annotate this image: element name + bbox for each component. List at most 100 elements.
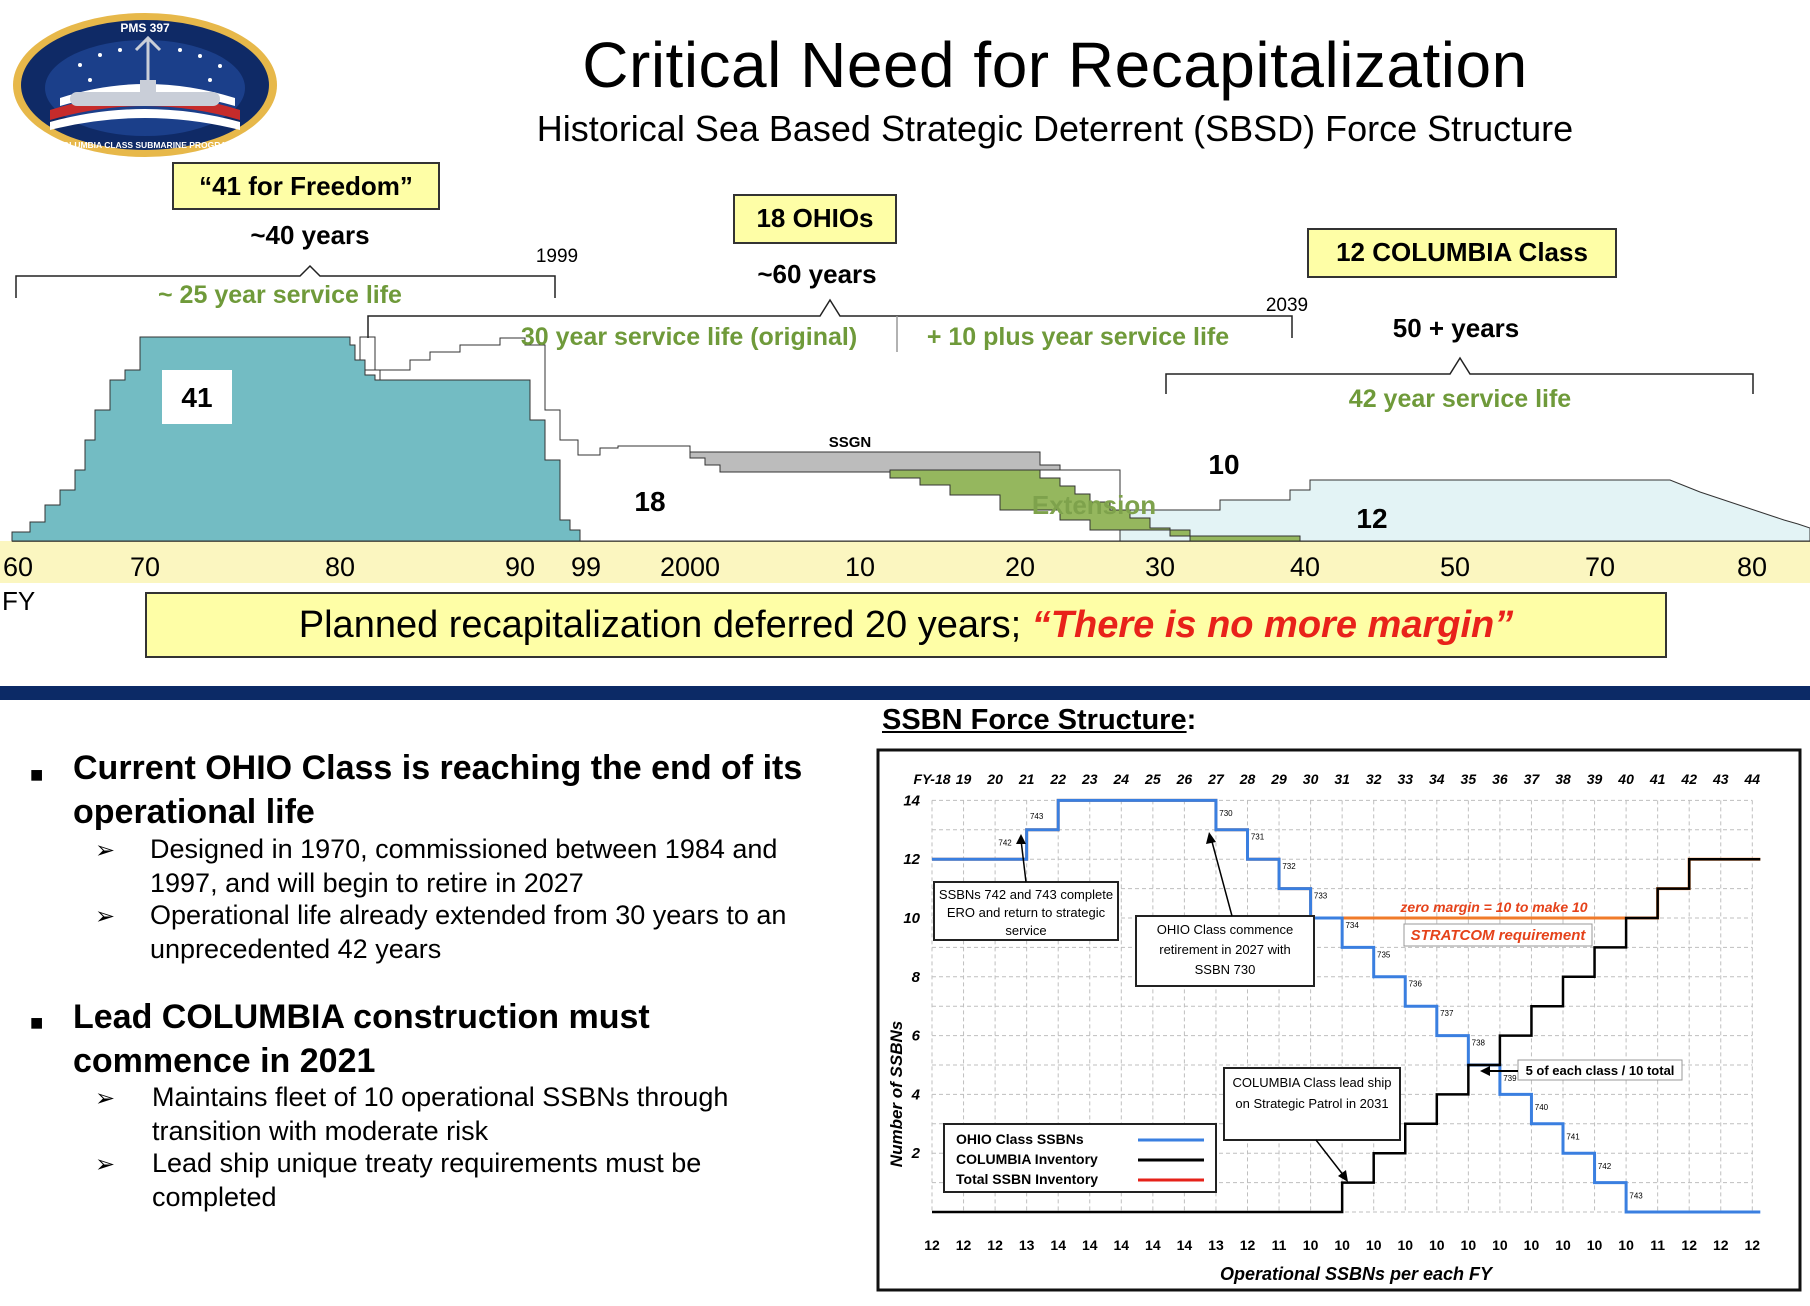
ssbn-y-tick: 4 — [911, 1086, 921, 1103]
ssbn-x-tick: 25 — [1144, 771, 1161, 787]
ssbn-x-tick: 33 — [1397, 771, 1413, 787]
recap-main-text: Planned recapitalization deferred 20 yea… — [298, 604, 1032, 646]
ssbn-x-tick: 30 — [1303, 771, 1319, 787]
stratcom-box — [1403, 923, 1593, 947]
ssbn-series-line — [932, 857, 1761, 1214]
ssbn-x-axis-label: Operational SSBNs per each FY — [1220, 1264, 1494, 1284]
hull-label: 733 — [1314, 891, 1328, 900]
lead-arrowhead — [1338, 1170, 1348, 1182]
forty-years-label: ~40 years — [250, 220, 369, 250]
ssbn-bottom-value: 12 — [1240, 1237, 1256, 1253]
five-each-note: 5 of each class / 10 total — [1526, 1063, 1675, 1078]
ssbn-bottom-value: 12 — [1713, 1237, 1729, 1253]
ssbn-y-tick: 8 — [912, 969, 921, 986]
hull-label: 730 — [1219, 809, 1233, 818]
hull-label: 737 — [1440, 1009, 1454, 1018]
ssbn-y-axis-label: Number of SSBNs — [887, 1021, 906, 1167]
extension-area — [889, 469, 1301, 542]
ssbn-y-tick: 12 — [903, 851, 920, 868]
ssbn-bottom-value: 12 — [924, 1237, 940, 1253]
legend-label: Total SSBN Inventory — [956, 1171, 1098, 1187]
ssbn-x-tick: 39 — [1587, 771, 1603, 787]
timeline-tick-label: 70 — [1585, 552, 1615, 582]
program-logo: PMS 397 COLUMBIA CLASS SUBMARINE PROGRAM — [10, 10, 280, 160]
bullet-2-sub-2: Lead ship unique treaty requirements mus… — [152, 1148, 702, 1212]
ssbn-x-tick: 35 — [1461, 771, 1477, 787]
ssbn-bottom-value: 14 — [1177, 1237, 1193, 1253]
hull-label: 743 — [1629, 1191, 1643, 1200]
ssbn-hull-labels: 742 743 730 731 732 733 734 735 736 737 738 739 740 7… — [998, 809, 1643, 1200]
lead-note: COLUMBIA Class lead ship on Strategic Pa… — [1232, 1075, 1392, 1111]
page-subtitle: Historical Sea Based Strategic Deterrent… — [536, 108, 1574, 149]
ssbn-x-tick: 27 — [1207, 771, 1225, 787]
zero-margin-note: zero margin = 10 to make 10 — [1399, 899, 1587, 915]
retire-note-box — [1135, 915, 1315, 987]
fifty-years-label: 50 + years — [1393, 313, 1520, 343]
stratcom-note: STRATCOM requirement — [1411, 927, 1587, 944]
ssbn-y-tick: 10 — [903, 910, 920, 927]
arrow-icon: ➢ — [95, 1085, 116, 1112]
arrow-icon: ➢ — [95, 837, 116, 864]
ssbn-chart: FY-18 19 20 21 22 23 24 25 26 27 28 29 30 31 32 33 34 35 3… — [876, 748, 1802, 1292]
ssbn-x-tick: 28 — [1239, 771, 1256, 787]
timeline-tick-label: 2000 — [660, 552, 720, 582]
bracket-60-year — [367, 298, 1293, 338]
hull-label: 739 — [1503, 1074, 1517, 1083]
ssbn-bottom-value: 10 — [1397, 1237, 1413, 1253]
timeline-tick-label: 90 — [505, 552, 535, 582]
hull-label: 738 — [1472, 1038, 1486, 1047]
ssbn-x-tick: 19 — [956, 771, 972, 787]
hull-label: 740 — [1535, 1103, 1549, 1112]
timeline-tick-label: 60 — [3, 552, 33, 582]
logo-top-text: PMS 397 — [120, 21, 170, 35]
ssbn-bottom-value: 10 — [1555, 1237, 1571, 1253]
ssbn-bottom-row: 12 12 12 13 14 14 14 14 14 13 12 11 10 10 10 10 10 10 10 10… — [924, 1237, 1760, 1253]
ssbn-x-tick: 41 — [1649, 771, 1666, 787]
freedom-area — [11, 336, 581, 542]
service-life-25: ~ 25 year service life — [158, 281, 402, 309]
hull-label: 743 — [1030, 812, 1044, 821]
ssbn-x-tick: 40 — [1617, 771, 1634, 787]
lead-note-box — [1223, 1067, 1401, 1141]
ero-arrow — [1020, 839, 1027, 883]
hull-label: 742 — [1598, 1162, 1612, 1171]
page-title: Critical Need for Recapitalization — [582, 29, 1528, 101]
ssbn-bottom-value: 13 — [1208, 1237, 1224, 1253]
bracket-42-year — [1165, 356, 1754, 394]
timeline-tick-label: 20 — [1005, 552, 1035, 582]
service-life-30: 30 year service life (original) — [521, 323, 857, 351]
hull-label: 731 — [1251, 833, 1265, 842]
timeline-tick-label: 99 — [571, 552, 601, 582]
ssbn-y-tick: 2 — [911, 1145, 921, 1162]
recap-banner: Planned recapitalization deferred 20 yea… — [145, 592, 1667, 658]
ssbn-legend-items: OHIO Class SSBNs COLUMBIA Inventory Total … — [956, 1131, 1204, 1187]
retire-note: OHIO Class commence retirement in 2027 w… — [1156, 922, 1294, 977]
timeline-tick-label: 80 — [325, 552, 355, 582]
ssbn-bottom-value: 10 — [1334, 1237, 1350, 1253]
ero-arrowhead — [1016, 834, 1026, 844]
bullet-2-sub-1: Maintains fleet of 10 operational SSBNs … — [152, 1082, 729, 1146]
ssbn-x-tick: FY-18 — [913, 771, 950, 787]
ssbn-bottom-value: 10 — [1303, 1237, 1319, 1253]
ssbn-bottom-value: 10 — [1429, 1237, 1445, 1253]
ssbn-x-tick: 36 — [1492, 771, 1508, 787]
ssbn-bottom-value: 10 — [1461, 1237, 1477, 1253]
timeline-axis-label: FY — [2, 586, 35, 616]
bullet-1-sub-1: Designed in 1970, commissioned between 1… — [150, 834, 778, 898]
legend-label: COLUMBIA Inventory — [956, 1151, 1098, 1167]
ssbn-x-tick: 20 — [986, 771, 1003, 787]
lead-arrow — [1315, 1139, 1345, 1177]
ssbn-x-ticks: FY-18 19 20 21 22 23 24 25 26 27 28 29 30 31 32 33 34 35 3… — [913, 771, 1760, 787]
hull-label: 732 — [1282, 862, 1296, 871]
timeline-axis-ticks: 60 70 80 90 99 2000 10 20 30 40 50 70 80 — [3, 552, 1767, 582]
timeline-tick-label: 50 — [1440, 552, 1470, 582]
retire-arrow — [1210, 837, 1233, 917]
retire-note-fo: OHIO Class commence retirement in 2027 w… — [1156, 922, 1294, 977]
sixty-years-label: ~60 years — [757, 259, 876, 289]
five-each-arrowhead — [1480, 1066, 1490, 1076]
timeline-tick-label: 10 — [845, 552, 875, 582]
force-timeline-chart: 41 18 SSGN Extension 10 12 ~40 years 199… — [0, 220, 1810, 616]
ssbn-x-tick: 22 — [1049, 771, 1066, 787]
ssbn-bottom-value: 10 — [1587, 1237, 1603, 1253]
ssbn-bottom-value: 14 — [1145, 1237, 1161, 1253]
